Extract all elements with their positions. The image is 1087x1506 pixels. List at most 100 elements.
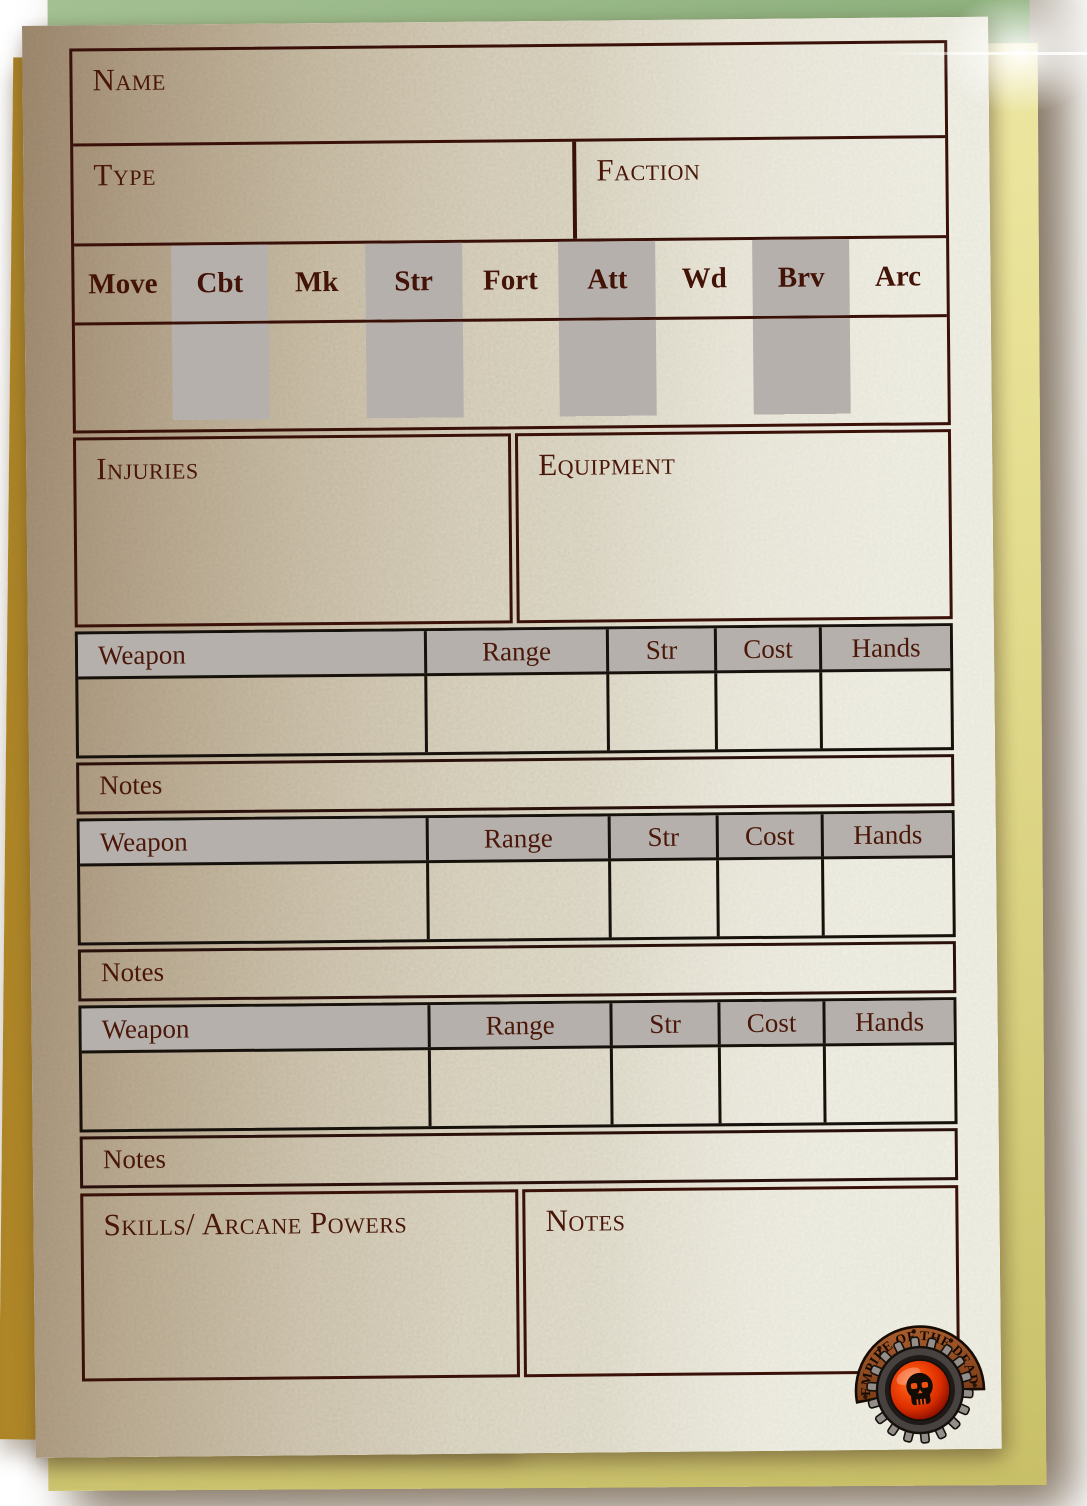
stat-value-fort: [462, 321, 560, 427]
cost-cell: [717, 1046, 824, 1124]
equipment-fill-area: [518, 432, 950, 620]
injuries-equipment-row: Injuries Equipment: [72, 429, 953, 628]
hands-cell: [822, 1045, 955, 1123]
type-field-box: Type: [73, 142, 573, 244]
stat-label-att: Att: [587, 262, 628, 296]
stat-header-mk: Mk: [268, 244, 366, 321]
weapon-table-2-entry-row: [80, 855, 953, 943]
weapon-header-weapon: Weapon: [99, 825, 188, 857]
stat-label-wd: Wd: [681, 261, 727, 295]
weapon-header-cost: Cost: [717, 1001, 823, 1045]
weapon-header-str: Str: [605, 628, 715, 672]
weapon-header-cost: Cost: [715, 814, 822, 858]
name-field-box: Name: [72, 43, 945, 143]
weapon-header-str: Str: [609, 1002, 718, 1046]
weapon-cell: [78, 676, 425, 755]
cost-cell: [714, 672, 820, 750]
weapon-header-hands: Hands: [822, 1000, 954, 1044]
stat-label-arc: Arc: [874, 259, 922, 293]
weapon-notes-box-3: Notes: [79, 1128, 959, 1189]
weapon-notes-box-2: Notes: [77, 941, 957, 1002]
weapon-cell: [80, 863, 427, 942]
injuries-fill-area: [76, 436, 510, 624]
weapon-header-str: Str: [607, 815, 717, 859]
weapon-table-1-header: Weapon Range Str Cost Hands: [77, 626, 951, 677]
stat-value-brv: [753, 318, 851, 424]
empire-of-the-dead-logo: EMPIRE OF THE DEAD: [835, 1314, 1006, 1485]
str-cell: [608, 860, 717, 938]
weapon-header-range: Range: [425, 816, 609, 861]
banner-rivet: [911, 1329, 916, 1334]
weapon-table-2: Weapon Range Str Cost Hands: [76, 810, 956, 946]
stat-header-move: Move: [74, 246, 172, 323]
banner-rivet: [863, 1394, 868, 1399]
parchment-sheet: Name Type Faction Move Cbt Mk Str Fort: [22, 16, 1002, 1458]
str-cell: [606, 673, 715, 751]
skills-notes-row: Skills/ Arcane Powers Notes: [80, 1185, 960, 1382]
weapon-header-hands: Hands: [818, 626, 951, 670]
stat-value-str: [365, 321, 464, 428]
weapon-table-3-header: Weapon Range Str Cost Hands: [81, 1000, 954, 1051]
weapon-table-2-header: Weapon Range Str Cost Hands: [79, 813, 953, 864]
weapon-header-cost: Cost: [713, 627, 820, 671]
stat-header-att: Att: [558, 240, 657, 318]
stat-value-att: [559, 319, 658, 426]
banner-rivet: [972, 1383, 977, 1388]
weapon-table-1: Weapon Range Str Cost Hands: [74, 623, 954, 759]
character-form: Name Type Faction Move Cbt Mk Str Fort: [69, 40, 960, 1382]
identity-stats-block: Name Type Faction Move Cbt Mk Str Fort: [69, 40, 951, 434]
weapon-header-weapon: Weapon: [97, 638, 186, 670]
equipment-box: Equipment: [514, 429, 953, 624]
logo-skull-icon: [906, 1372, 933, 1406]
stat-header-cbt: Cbt: [171, 244, 269, 322]
weapon-header-range: Range: [427, 1003, 610, 1048]
stat-label-cbt: Cbt: [196, 266, 244, 299]
stat-header-arc: Arc: [849, 238, 947, 315]
cost-cell: [716, 859, 822, 937]
type-label: Type: [93, 156, 157, 193]
stat-header-str: Str: [364, 242, 463, 320]
weapon-header-weapon: Weapon: [101, 1012, 190, 1044]
stat-value-wd: [656, 319, 754, 425]
weapon-table-3: Weapon Range Str Cost Hands: [78, 997, 958, 1133]
stats-values-row: [74, 314, 948, 431]
stat-value-cbt: [171, 323, 270, 430]
stat-label-fort: Fort: [482, 263, 538, 297]
stat-header-brv: Brv: [752, 239, 850, 316]
stat-label-brv: Brv: [777, 260, 825, 294]
notes-label: Notes: [100, 956, 165, 988]
stat-value-move: [75, 325, 173, 431]
banner-rivet: [948, 1338, 954, 1343]
stat-label-mk: Mk: [294, 265, 339, 298]
range-cell: [427, 1048, 611, 1127]
faction-label: Faction: [596, 151, 701, 188]
weapon-notes-box-1: Notes: [76, 754, 955, 815]
hands-cell: [819, 671, 951, 749]
hands-cell: [821, 858, 953, 936]
name-label: Name: [92, 61, 166, 98]
stat-header-wd: Wd: [655, 240, 753, 317]
weapon-table-1-entry-row: [78, 668, 951, 756]
stat-value-mk: [269, 323, 367, 429]
weapon-header-range: Range: [423, 629, 607, 674]
notes-label: Notes: [102, 1143, 167, 1175]
stat-label-move: Move: [88, 267, 158, 300]
range-cell: [426, 861, 609, 940]
weapon-header-hands: Hands: [820, 813, 953, 857]
notes-label: Notes: [99, 769, 163, 801]
range-cell: [424, 674, 607, 753]
type-faction-row: Type Faction: [73, 135, 947, 244]
stat-label-str: Str: [394, 264, 434, 297]
weapon-cell: [82, 1050, 429, 1129]
stats-header-row: Move Cbt Mk Str Fort Att Wd Brv Arc: [74, 235, 947, 323]
skills-fill-area: [83, 1192, 517, 1378]
injuries-box: Injuries: [72, 433, 513, 628]
stat-value-arc: [850, 317, 948, 423]
banner-rivet: [877, 1345, 882, 1351]
stat-header-fort: Fort: [462, 242, 560, 319]
weapon-table-3-entry-row: [81, 1042, 955, 1130]
str-cell: [609, 1047, 719, 1125]
skills-arcane-powers-box: Skills/ Arcane Powers: [80, 1189, 520, 1382]
faction-field-box: Faction: [572, 138, 947, 239]
